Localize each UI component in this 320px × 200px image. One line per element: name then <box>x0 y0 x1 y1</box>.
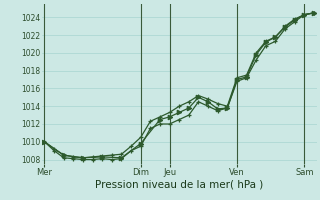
X-axis label: Pression niveau de la mer( hPa ): Pression niveau de la mer( hPa ) <box>95 180 263 190</box>
